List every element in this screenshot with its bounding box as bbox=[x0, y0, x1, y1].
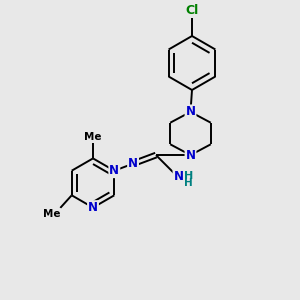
Text: N: N bbox=[185, 105, 196, 119]
Text: Me: Me bbox=[44, 209, 61, 219]
Text: N: N bbox=[128, 157, 138, 170]
Text: Cl: Cl bbox=[185, 4, 199, 17]
Text: N: N bbox=[109, 164, 119, 177]
Text: H: H bbox=[184, 171, 194, 181]
Text: N: N bbox=[185, 148, 196, 162]
Text: N: N bbox=[88, 201, 98, 214]
Text: Me: Me bbox=[84, 132, 102, 142]
Text: H: H bbox=[184, 178, 193, 188]
Text: N: N bbox=[173, 169, 184, 183]
